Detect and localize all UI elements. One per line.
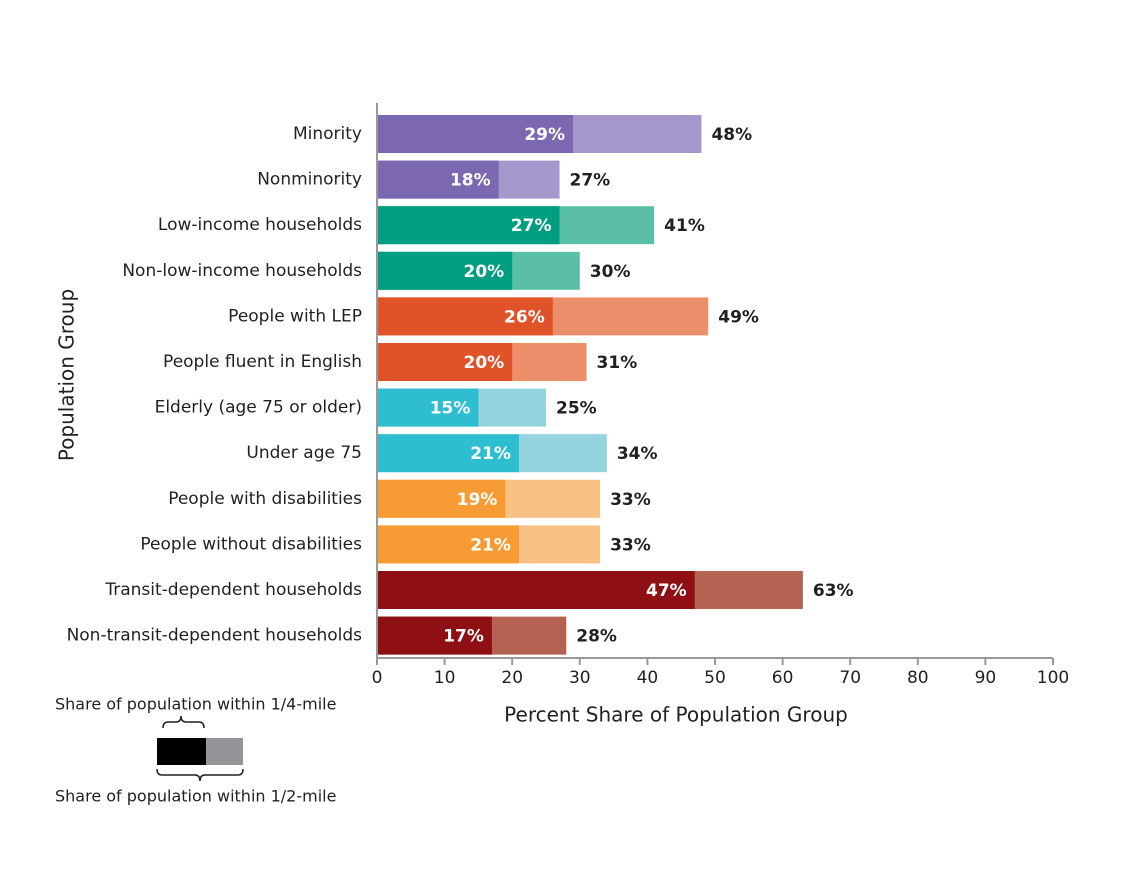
value-label: 29% bbox=[524, 125, 565, 145]
value-label: 31% bbox=[597, 353, 638, 373]
x-tick-label: 60 bbox=[772, 668, 794, 688]
bar bbox=[377, 115, 574, 153]
category-label: Minority bbox=[293, 124, 362, 144]
bar bbox=[377, 388, 479, 427]
value-label: 27% bbox=[511, 216, 552, 236]
y-axis-title: Population Group bbox=[55, 289, 79, 461]
value-label: 63% bbox=[813, 581, 854, 601]
category-label: People fluent in English bbox=[163, 352, 362, 372]
category-label: People with disabilities bbox=[168, 489, 362, 509]
category-label: Transit-dependent households bbox=[104, 580, 362, 600]
bar bbox=[377, 616, 492, 655]
x-tick-label: 90 bbox=[975, 668, 997, 688]
category-label: People without disabilities bbox=[140, 534, 362, 554]
value-label: 41% bbox=[664, 216, 705, 236]
bar bbox=[377, 206, 560, 245]
x-tick-label: 50 bbox=[704, 668, 726, 688]
value-label: 19% bbox=[457, 490, 498, 510]
category-label: Nonminority bbox=[257, 170, 362, 190]
legend-swatch bbox=[157, 738, 206, 765]
value-label: 27% bbox=[570, 171, 611, 191]
value-label: 47% bbox=[646, 581, 687, 601]
bar bbox=[377, 479, 506, 518]
x-axis-title: Percent Share of Population Group bbox=[504, 703, 848, 727]
bar bbox=[377, 343, 513, 381]
bar bbox=[377, 525, 519, 564]
bar bbox=[377, 297, 553, 336]
value-label: 49% bbox=[718, 307, 759, 327]
value-label: 33% bbox=[610, 535, 651, 555]
value-label: 30% bbox=[590, 262, 631, 282]
category-label: Low-income households bbox=[158, 215, 362, 235]
x-tick-label: 20 bbox=[501, 668, 523, 688]
legend-brace bbox=[156, 768, 244, 782]
value-label: 20% bbox=[463, 353, 504, 373]
x-tick-label: 10 bbox=[434, 668, 456, 688]
value-label: 25% bbox=[556, 399, 597, 419]
bar bbox=[377, 251, 513, 290]
value-label: 17% bbox=[443, 627, 484, 647]
value-label: 28% bbox=[576, 627, 617, 647]
category-label: Non-low-income households bbox=[122, 261, 362, 281]
category-label: People with LEP bbox=[228, 306, 362, 326]
x-tick-label: 30 bbox=[569, 668, 591, 688]
legend-label: Share of population within 1/2-mile bbox=[55, 787, 336, 806]
bar bbox=[377, 434, 519, 473]
legend-brace bbox=[162, 715, 205, 729]
category-label: Under age 75 bbox=[246, 443, 362, 463]
x-tick-label: 80 bbox=[907, 668, 929, 688]
value-label: 20% bbox=[463, 262, 504, 282]
category-label: Non-transit-dependent households bbox=[67, 626, 363, 646]
x-tick-label: 70 bbox=[839, 668, 861, 688]
x-tick-label: 100 bbox=[1037, 668, 1069, 688]
x-tick-label: 0 bbox=[372, 668, 383, 688]
category-label: Elderly (age 75 or older) bbox=[155, 398, 362, 418]
x-tick-label: 40 bbox=[637, 668, 659, 688]
value-label: 21% bbox=[470, 535, 511, 555]
value-label: 26% bbox=[504, 307, 545, 327]
bar bbox=[377, 571, 695, 609]
bar bbox=[377, 160, 499, 199]
value-label: 33% bbox=[610, 490, 651, 510]
value-label: 18% bbox=[450, 171, 491, 191]
value-label: 21% bbox=[470, 444, 511, 464]
value-label: 34% bbox=[617, 444, 658, 464]
value-label: 15% bbox=[430, 399, 471, 419]
legend-label: Share of population within 1/4-mile bbox=[55, 695, 336, 714]
value-label: 48% bbox=[711, 125, 752, 145]
